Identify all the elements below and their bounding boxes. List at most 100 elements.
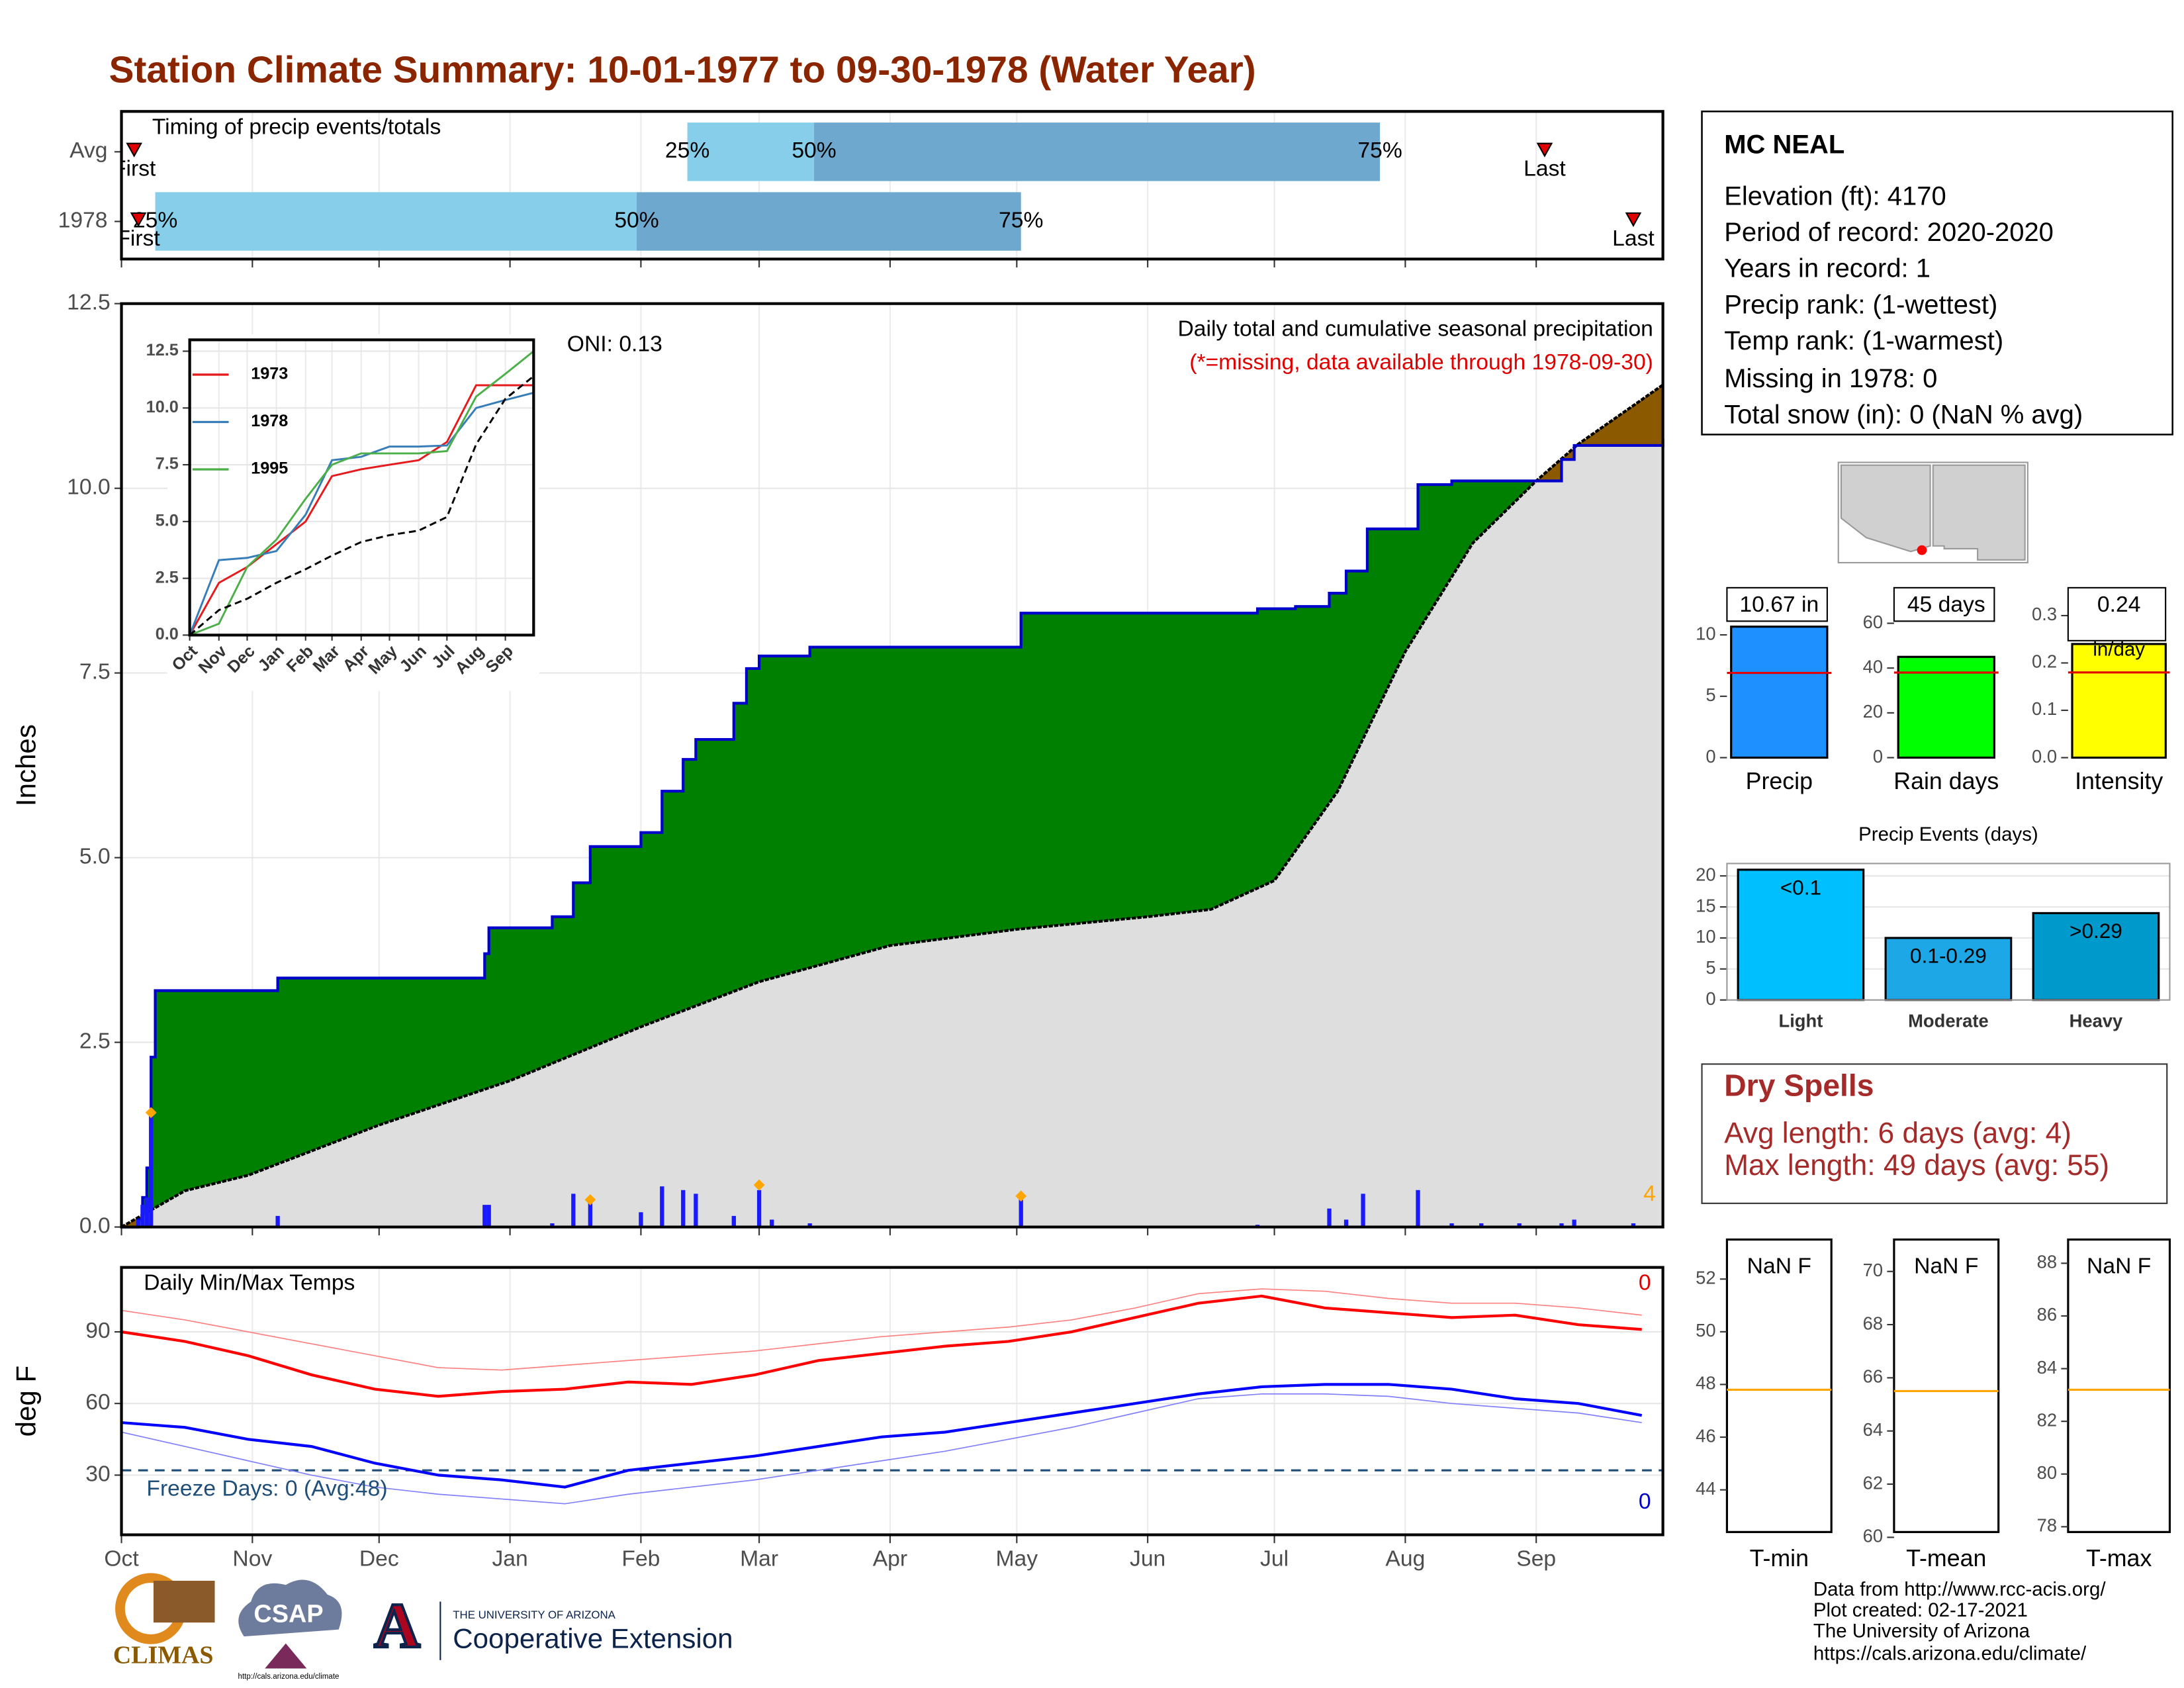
- x-tick-label: Moderate: [1908, 1011, 1989, 1031]
- timing-bar: [637, 192, 1021, 251]
- footer: Data from http://www.rcc-acis.org/ Plot …: [1813, 1579, 2106, 1665]
- daily-bar: [1019, 1197, 1023, 1227]
- csap-mark: [265, 1643, 307, 1669]
- y-tick-label: 64: [1863, 1419, 1883, 1440]
- logos: CLIMAS CSAP http://cals.arizona.edu/clim…: [113, 1573, 733, 1681]
- event-marker: [130, 212, 147, 228]
- daily-bar: [275, 1215, 280, 1227]
- dry-line: Max length: 49 days (avg: 55): [1724, 1149, 2109, 1182]
- csap-url: http://cals.arizona.edu/climate: [238, 1673, 340, 1681]
- event-label: First: [116, 226, 160, 251]
- daily-bar: [588, 1201, 592, 1227]
- dry-title: Dry Spells: [1724, 1068, 1874, 1102]
- footer-line: Plot created: 02-17-2021: [1813, 1599, 2028, 1621]
- timing-title: Timing of precip events/totals: [152, 115, 441, 139]
- y-tick-label: 88: [2037, 1252, 2057, 1272]
- x-tick-label: Aug: [1385, 1546, 1425, 1571]
- y-tick-label: 44: [1696, 1478, 1715, 1499]
- plot-frame: [120, 110, 1664, 261]
- daily-bar: [1343, 1219, 1349, 1227]
- y-tick-label: 0.1: [2032, 698, 2057, 719]
- coop-ext: Cooperative Extension: [453, 1623, 733, 1654]
- y-tick-label: 12.5: [146, 341, 179, 359]
- daily-bar: [681, 1190, 686, 1227]
- daily-bar: [1361, 1194, 1365, 1227]
- y-tick-label: 10: [1696, 926, 1715, 947]
- timing-bar: [687, 122, 815, 181]
- event-marker: [1536, 142, 1553, 158]
- page-title: Station Climate Summary: 10-01-1977 to 0…: [109, 49, 1256, 91]
- daily-bar: [1572, 1219, 1576, 1227]
- y-axis-label: Inches: [11, 724, 42, 806]
- y-tick-label: 60: [1863, 612, 1883, 632]
- y-tick-label: 0.2: [2032, 651, 2057, 672]
- daily-bar: [694, 1194, 698, 1227]
- pct-label: 50%: [792, 138, 836, 163]
- bar-label: 45 days: [1907, 592, 1985, 617]
- timing-rows: Timing of precip events/totals 25% 50% 75% F…: [116, 115, 1655, 251]
- y-tick-label: 68: [1863, 1313, 1883, 1333]
- y-tick-label: 5: [1706, 957, 1715, 978]
- panel-title: Precip Events (days): [1858, 823, 2038, 845]
- missing-marker: [584, 1194, 596, 1205]
- y-tick-label: 78: [2037, 1515, 2057, 1536]
- y-tick-label: 2.5: [156, 568, 179, 586]
- daily-bar: [1416, 1190, 1420, 1227]
- x-tick-label: Oct: [104, 1546, 139, 1571]
- freeze-label: Freeze Days: 0 (Avg:48): [146, 1477, 387, 1501]
- daily-bar: [149, 1113, 154, 1227]
- y-tick-label: 66: [1863, 1366, 1883, 1387]
- daily-bar: [571, 1194, 576, 1227]
- info-line: Temp rank: (1-warmest): [1724, 326, 2003, 355]
- daily-bar: [1631, 1223, 1636, 1227]
- cold-count: 0: [1639, 1489, 1651, 1514]
- bar-label: <0.1: [1780, 876, 1821, 900]
- y-tick-label: 5.0: [156, 512, 179, 530]
- y-tick-label: 50: [1696, 1320, 1715, 1340]
- y-tick-label: 5.0: [79, 845, 111, 869]
- daily-bar: [144, 1197, 149, 1227]
- pct-label: 75%: [999, 208, 1043, 232]
- daily-bar: [756, 1190, 762, 1227]
- y-tick-label: 0: [1873, 746, 1883, 767]
- plot-bg: [1893, 1238, 2000, 1533]
- x-tick-label: Jan: [492, 1546, 527, 1571]
- bar: [1884, 937, 2013, 1002]
- y-tick-label: 0: [1706, 988, 1715, 1009]
- csap-cloud: [238, 1579, 342, 1637]
- event-marker: [1625, 212, 1642, 228]
- y-tick-label: 0.0: [79, 1213, 111, 1238]
- missing-note: (*=missing, data available through 1978-…: [1189, 350, 1653, 375]
- plot-frame: [120, 1266, 1664, 1536]
- y-tick-label: 60: [1863, 1526, 1883, 1546]
- row-label: Avg: [69, 138, 107, 163]
- csap-logo: CSAP: [253, 1601, 323, 1628]
- y-tick-label: 0: [1706, 746, 1715, 767]
- y-tick-label: 46: [1696, 1425, 1715, 1446]
- x-tick-label: Precip: [1746, 768, 1813, 794]
- series-line: [189, 391, 534, 635]
- station-dot: [1917, 545, 1927, 555]
- pct-label: 50%: [614, 208, 659, 232]
- daily-bar: [660, 1186, 664, 1227]
- bar: [1897, 655, 1995, 759]
- legend-label: 1973: [251, 365, 288, 383]
- series-line: [189, 350, 535, 636]
- label-box: [2067, 586, 2167, 641]
- climas-mark: [153, 1580, 215, 1623]
- base-area: [121, 438, 1663, 1227]
- pct-label: 25%: [665, 138, 709, 163]
- y-tick-label: 10: [1696, 623, 1715, 643]
- info-line: Precip rank: (1-wettest): [1724, 290, 1997, 319]
- bar: [1730, 626, 1829, 759]
- y-tick-label: 70: [1863, 1260, 1883, 1280]
- y-tick-label: 0.0: [2032, 746, 2057, 767]
- series-line: [121, 1294, 1642, 1398]
- climas-logo: CLIMAS: [113, 1641, 213, 1669]
- observed-line: [121, 438, 1664, 1229]
- bar-label: 10.67 in: [1739, 592, 1819, 617]
- daily-bar: [731, 1215, 736, 1227]
- daily-bar: [140, 1205, 145, 1227]
- y-tick-label: 10.0: [67, 475, 111, 500]
- y-tick-label: 48: [1696, 1373, 1715, 1393]
